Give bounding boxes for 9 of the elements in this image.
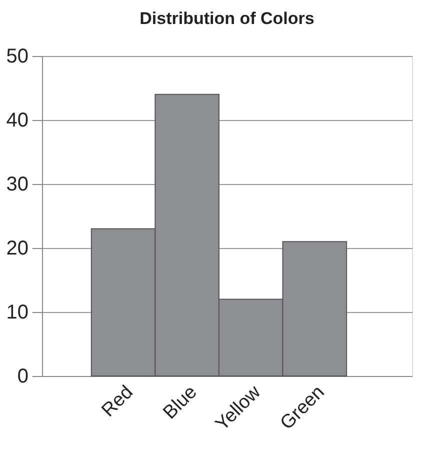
y-tick-label: 40 xyxy=(6,110,28,132)
x-tick-label: Red xyxy=(98,382,138,422)
y-tick-label: 50 xyxy=(6,46,28,68)
chart-title: Distribution of Colors xyxy=(140,9,314,28)
y-tick-label: 10 xyxy=(6,302,28,324)
y-tick-label: 0 xyxy=(17,366,28,388)
y-tick-label: 30 xyxy=(6,174,28,196)
x-tick-label: Blue xyxy=(159,382,202,424)
y-tick-label: 20 xyxy=(6,238,28,260)
